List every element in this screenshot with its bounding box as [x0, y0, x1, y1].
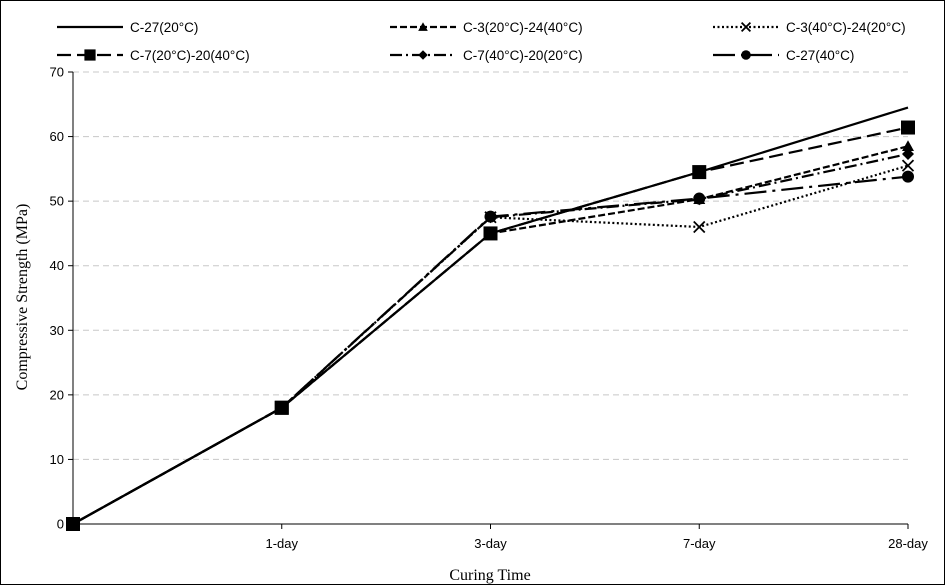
legend-label: C-27(40°C): [786, 48, 854, 63]
legend-item: C-7(40°C)-20(20°C): [390, 48, 583, 63]
data-point: [693, 192, 706, 205]
legend-item: C-27(20°C): [57, 20, 198, 35]
legend-marker: [418, 50, 428, 60]
x-stroke: [740, 21, 752, 33]
series-line: [72, 152, 909, 525]
data-point: [693, 220, 706, 234]
data-point: [484, 210, 497, 223]
y-tick-label: 40: [50, 258, 64, 273]
data-point: [901, 120, 915, 135]
legend-item: C-27(40°C): [713, 48, 854, 63]
x-tick-label: 1-day: [265, 536, 298, 551]
data-point: [692, 165, 707, 180]
legend-label: C-7(40°C)-20(20°C): [463, 48, 583, 63]
axes: 0 10 20 30 40 50 60 70 1-day 3-day 7-day 28-day: [50, 65, 929, 552]
data-point: [901, 159, 915, 172]
data-point: [902, 148, 914, 161]
legend-label: C-27(20°C): [130, 20, 198, 35]
x-stroke: [693, 220, 706, 234]
y-axis-title: Compressive Strength (MPa): [14, 204, 31, 391]
x-axis-title: Curing Time: [449, 567, 530, 584]
series-line: [72, 145, 909, 525]
x-tick-label: 28-day: [888, 536, 928, 551]
grid: [73, 71, 908, 460]
legend-label: C-7(20°C)-20(40°C): [130, 48, 250, 63]
data-point: [274, 400, 289, 415]
legend-marker: [418, 22, 428, 31]
y-tick-label: 30: [50, 323, 64, 338]
y-tick-label: 70: [50, 65, 64, 80]
x-stroke: [901, 159, 915, 172]
y-tick-label: 10: [50, 452, 64, 467]
data-point: [66, 517, 80, 531]
y-tick-label: 20: [50, 387, 64, 402]
legend-item: C-7(20°C)-20(40°C): [57, 48, 250, 63]
legend-label: C-3(40°C)-24(20°C): [786, 20, 906, 35]
series-markers: [66, 120, 915, 531]
data-point: [902, 140, 914, 152]
legend-label: C-3(20°C)-24(40°C): [463, 20, 583, 35]
series-lines: [72, 106, 909, 525]
y-tick-label: 50: [50, 194, 64, 209]
legend-item: C-3(20°C)-24(40°C): [390, 20, 583, 35]
legend-marker: [84, 49, 96, 61]
y-tick-label: 0: [57, 517, 64, 532]
data-point: [483, 226, 498, 241]
x-tick-label: 3-day: [474, 536, 507, 551]
legend-item: C-3(40°C)-24(20°C): [713, 20, 906, 35]
x-tick-label: 7-day: [683, 536, 716, 551]
data-point: [902, 170, 914, 183]
y-tick-label: 60: [50, 129, 64, 144]
series-line: [72, 126, 909, 525]
series-line: [72, 106, 909, 525]
legend-marker: [741, 50, 751, 60]
legend-marker: [740, 21, 752, 33]
legend: C-27(20°C) C-3(20°C)-24(40°C) C-3(40°C)-24…: [57, 20, 906, 63]
